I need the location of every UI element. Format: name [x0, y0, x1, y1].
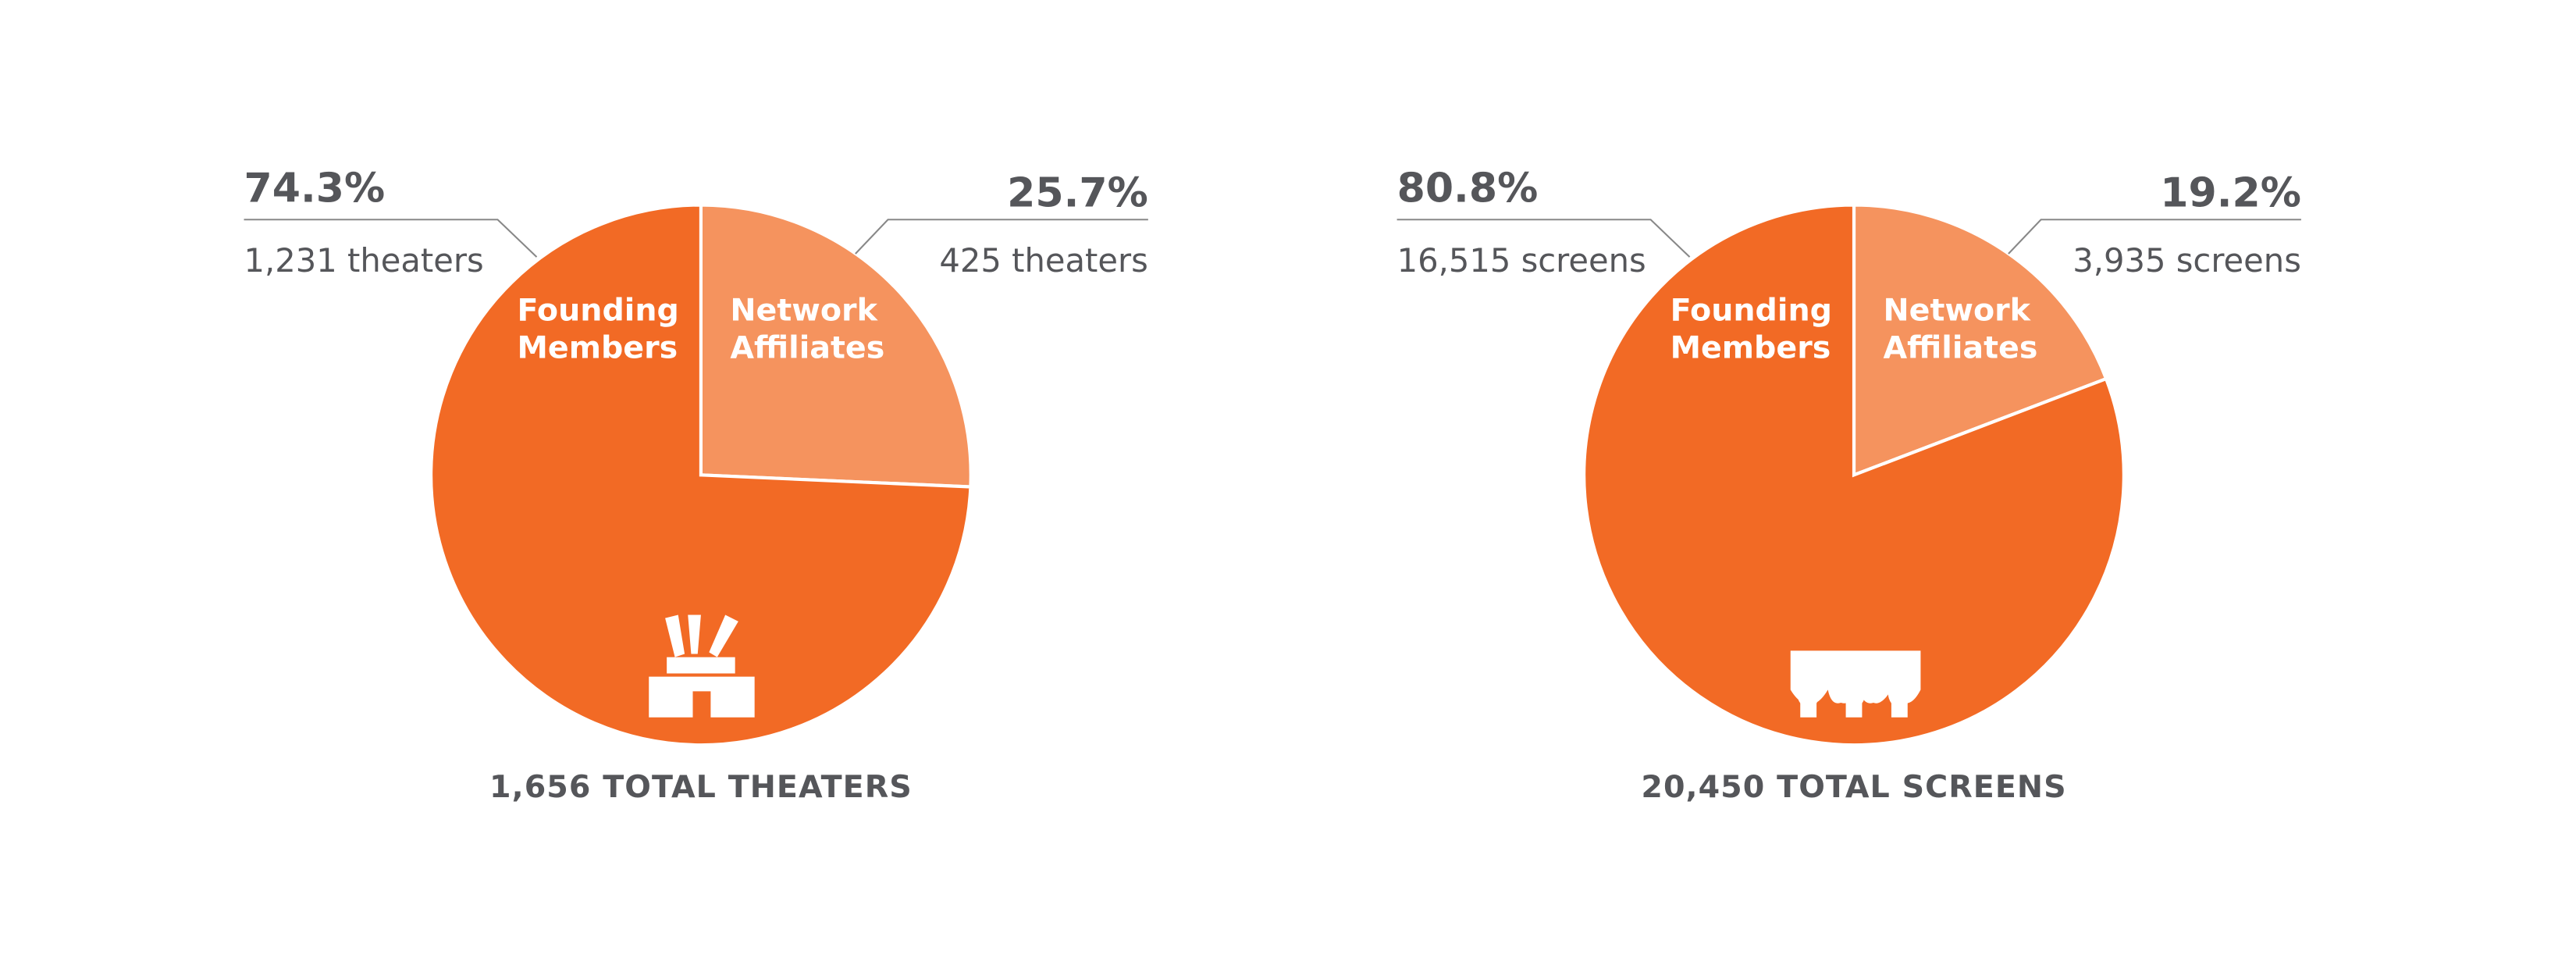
pie-chart: 80.8% 16,515 screens 19.2% 3,935 screens Fou…	[1397, 165, 2301, 805]
icon-part	[1891, 703, 1908, 718]
icon	[1790, 650, 1921, 718]
count-label: 425 theaters	[939, 241, 1147, 280]
category-label: Network Affiliates	[730, 292, 884, 365]
icon-part	[688, 614, 701, 654]
value-label: 19.2%	[2160, 170, 2301, 217]
count-label: 3,935 screens	[2073, 241, 2301, 280]
icon-part	[665, 614, 685, 657]
count-label: 16,515 screens	[1397, 241, 1646, 280]
icon-part	[649, 676, 755, 718]
category-label: Founding Members	[518, 292, 679, 365]
pie-slice	[1852, 203, 2108, 478]
icon-part	[1842, 678, 1866, 708]
icon-part	[1800, 703, 1817, 718]
icon-part	[1888, 678, 1911, 708]
pie-chart: 74.3% 1,231 theaters 25.7% 425 theaters Foun…	[244, 165, 1148, 805]
category-label: Founding Members	[1670, 292, 1832, 365]
pie-slice	[1582, 203, 2126, 747]
icon-part	[1790, 650, 1921, 704]
count-label: 1,231 theaters	[244, 241, 484, 280]
icon	[649, 614, 755, 718]
icon-part	[709, 614, 738, 657]
pie-slice	[699, 203, 973, 489]
leader-line	[855, 219, 1148, 255]
leader-line	[244, 219, 538, 258]
icon-part	[1845, 703, 1863, 718]
total-label: 20,450 TOTAL SCREENS	[1641, 769, 2066, 805]
leader-line	[1397, 219, 1691, 258]
icon-part	[1797, 678, 1820, 708]
total-label: 1,656 TOTAL THEATERS	[489, 769, 913, 805]
icon-part	[667, 657, 735, 674]
value-label: 25.7%	[1007, 170, 1148, 217]
value-label: 80.8%	[1397, 165, 1539, 212]
category-label: Network Affiliates	[1884, 292, 2038, 365]
leader-line	[2008, 219, 2301, 255]
value-label: 74.3%	[244, 165, 386, 212]
pie-slice	[429, 203, 973, 747]
